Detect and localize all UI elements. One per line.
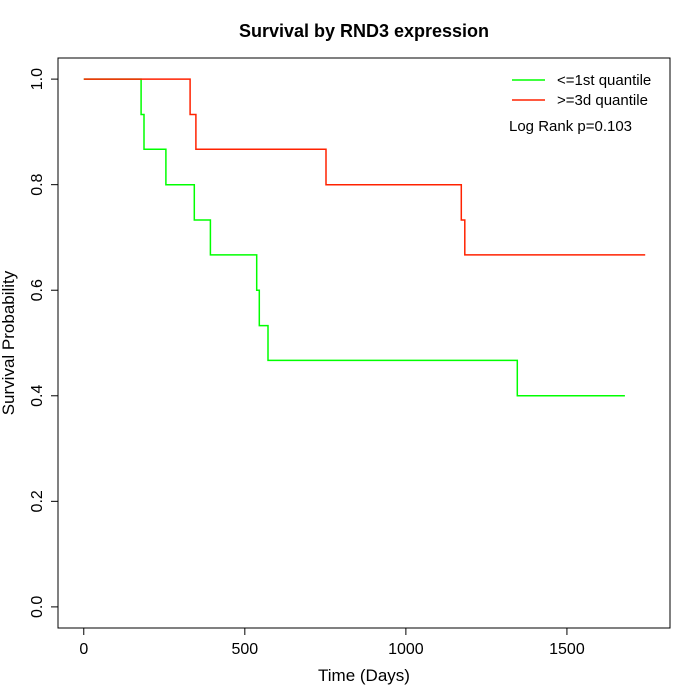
legend-label: <=1st quantile <box>557 72 651 89</box>
y-tick-label: 0.6 <box>29 279 46 301</box>
series-line-1 <box>83 78 625 397</box>
y-tick-label: 0.0 <box>29 596 46 618</box>
legend: <=1st quantile >=3d quantile <box>512 72 651 109</box>
log-rank-annotation: Log Rank p=0.103 <box>509 118 632 135</box>
y-tick-label: 0.8 <box>29 173 46 195</box>
series-layer <box>83 78 646 397</box>
chart-title: Survival by RND3 expression <box>239 21 489 41</box>
x-tick-label: 0 <box>79 641 88 658</box>
x-tick-label: 500 <box>231 641 258 658</box>
y-tick-label: 1.0 <box>29 68 46 90</box>
y-axis-title: Survival Probability <box>0 270 18 415</box>
x-axis-title: Time (Days) <box>318 666 410 685</box>
series-line-2 <box>83 78 646 256</box>
x-tick-label: 1500 <box>549 641 585 658</box>
x-axis: 0 500 1000 1500 <box>79 627 585 658</box>
y-axis: 0.0 0.2 0.4 0.6 0.8 1.0 <box>29 68 59 618</box>
x-tick-label: 1000 <box>388 641 424 658</box>
legend-label: >=3d quantile <box>557 92 648 109</box>
y-tick-label: 0.2 <box>29 490 46 512</box>
y-tick-label: 0.4 <box>29 385 46 407</box>
plot-frame <box>57 57 671 629</box>
